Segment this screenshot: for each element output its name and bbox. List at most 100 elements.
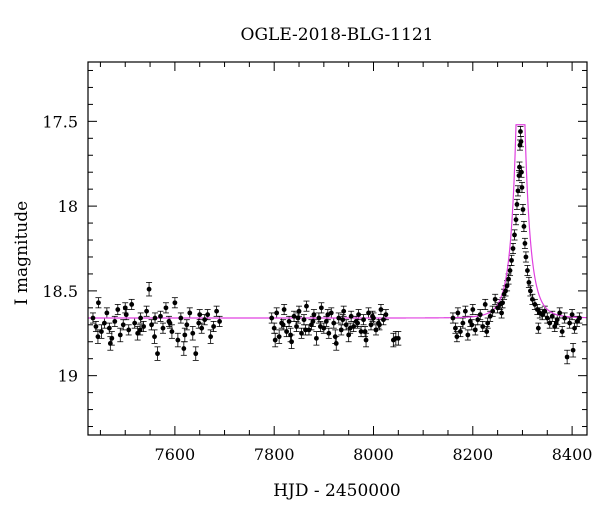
data-point (527, 288, 533, 294)
x-tick-label: 8200 (452, 445, 493, 464)
data-point (214, 308, 219, 314)
data-point (535, 325, 541, 331)
data-point (457, 329, 463, 334)
data-point (126, 327, 132, 333)
data-point (95, 334, 101, 340)
data-point (507, 268, 513, 273)
data-point (504, 283, 510, 289)
data-point (470, 307, 476, 312)
data-point (519, 185, 525, 190)
data-point (132, 320, 138, 326)
data-point (152, 334, 157, 340)
data-point (117, 332, 123, 338)
data-point (477, 312, 483, 318)
y-tick-label: 18.5 (42, 282, 78, 301)
data-point (469, 322, 475, 328)
data-point (172, 300, 178, 306)
data-point (510, 246, 516, 251)
data-point (295, 315, 301, 321)
data-point (217, 319, 222, 324)
data-point (135, 330, 141, 336)
data-point (346, 332, 352, 338)
data-point (193, 351, 199, 357)
data-point (196, 320, 202, 326)
data-point (553, 320, 559, 326)
data-point (299, 330, 304, 336)
x-axis-label: HJD - 2450000 (273, 481, 401, 501)
data-point (355, 320, 361, 326)
data-point (383, 312, 389, 318)
data-point (289, 339, 294, 345)
data-point (454, 334, 460, 340)
data-point (109, 335, 115, 341)
data-point (544, 315, 550, 321)
data-point (317, 324, 323, 329)
data-point (462, 308, 468, 314)
data-point (146, 286, 152, 292)
data-point (323, 319, 329, 324)
data-point (90, 315, 96, 321)
data-point (572, 325, 577, 331)
data-point (484, 329, 490, 334)
data-point (99, 329, 104, 334)
data-point (542, 308, 548, 314)
data-point (184, 322, 190, 328)
data-point (96, 300, 101, 306)
data-point (296, 308, 302, 314)
y-tick-label: 17.5 (42, 112, 78, 131)
data-point (368, 322, 374, 328)
data-point (378, 307, 384, 312)
data-point (495, 305, 501, 311)
axis-ticks (88, 62, 587, 435)
data-point (331, 320, 337, 326)
data-point (513, 217, 519, 223)
plot-frame (87, 61, 588, 436)
data-point (276, 334, 282, 340)
data-point (366, 310, 371, 316)
axis-tick-labels: 7600 7800 8000 8200 8400 17.5 18 18.5 19 (42, 112, 592, 464)
data-point (518, 139, 524, 145)
data-point (472, 327, 478, 333)
data-point (286, 319, 292, 324)
data-point (281, 307, 287, 312)
data-point (120, 322, 126, 328)
data-point (288, 332, 293, 338)
data-point (187, 310, 193, 316)
data-point (284, 329, 290, 334)
data-point (301, 317, 307, 323)
data-point (280, 322, 286, 328)
data-point (129, 302, 135, 307)
data-point (169, 329, 175, 334)
data-point (144, 308, 149, 314)
data-point (205, 312, 211, 318)
data-point (492, 296, 498, 302)
data-point (499, 310, 504, 316)
data-point (450, 315, 456, 321)
data-point (123, 312, 129, 318)
data-point (516, 173, 522, 178)
data-point (181, 346, 187, 351)
data-point (274, 310, 280, 316)
data-point (303, 327, 308, 333)
x-tick-label: 8000 (353, 445, 394, 464)
data-point (341, 308, 347, 314)
y-tick-label: 19 (58, 367, 78, 386)
data-point (106, 325, 112, 331)
data-point (336, 315, 342, 321)
data-point (190, 330, 196, 336)
data-point (175, 337, 181, 343)
data-point (358, 329, 364, 334)
data-point (570, 347, 576, 353)
data-point (163, 305, 169, 311)
data-point (567, 320, 573, 326)
data-point (525, 268, 530, 273)
data-point (306, 327, 312, 333)
data-point (318, 305, 324, 311)
data-point (455, 310, 461, 316)
data-point (202, 317, 208, 323)
data-point (211, 324, 217, 329)
data-point (520, 207, 526, 212)
data-point (377, 322, 382, 328)
data-point (167, 320, 173, 326)
